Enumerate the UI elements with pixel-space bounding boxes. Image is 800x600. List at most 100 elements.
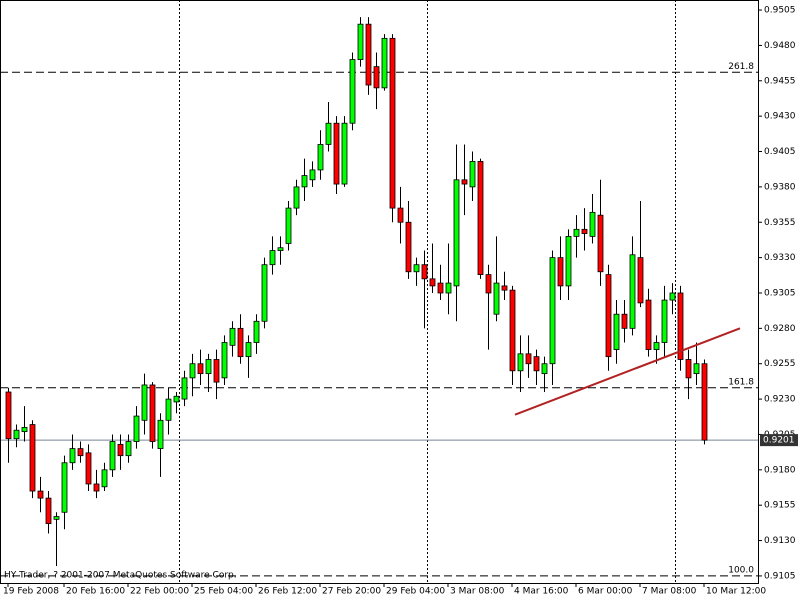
candle-body <box>437 282 444 294</box>
candle-body <box>349 59 356 124</box>
x-tick-label: 26 Feb 12:00 <box>258 587 317 597</box>
candle-body <box>309 169 316 181</box>
trendline <box>514 327 741 416</box>
candle-body <box>597 214 604 273</box>
fib-label: 261.8 <box>728 62 754 72</box>
candle-body <box>133 415 140 442</box>
x-tick-label: 3 Mar 08:00 <box>450 587 505 597</box>
candle-body <box>485 274 492 294</box>
candle-body <box>93 483 100 492</box>
candle-body <box>237 327 244 358</box>
x-tick-label: 29 Feb 04:00 <box>386 587 445 597</box>
candle-body <box>213 359 220 383</box>
y-tick-label: 0.9380 <box>764 182 796 192</box>
candle-body <box>141 384 148 421</box>
y-tick-label: 0.9130 <box>764 536 796 546</box>
candle-body <box>525 353 532 365</box>
candle-body <box>373 66 380 89</box>
last-price-label: 0.9201 <box>763 436 795 446</box>
y-tick-label: 0.9280 <box>764 324 796 334</box>
y-tick-label: 0.9155 <box>764 501 796 511</box>
plot <box>0 17 758 577</box>
candle-body <box>253 320 260 343</box>
candle-body <box>341 122 348 185</box>
y-tick-label: 0.9180 <box>764 465 796 475</box>
y-tick-label: 0.9305 <box>764 288 796 298</box>
candle-body <box>293 186 300 209</box>
candle-body <box>61 462 68 513</box>
candle-body <box>13 429 20 440</box>
footer: HY Trader, ? 2001-2007 MetaQuotes Softwa… <box>4 571 237 581</box>
y-tick-label: 0.9430 <box>764 112 796 122</box>
y-tick-label: 0.9255 <box>764 359 796 369</box>
candle-body <box>37 490 44 499</box>
x-tick-label: 22 Feb 00:00 <box>130 587 189 597</box>
candle-body <box>621 313 628 329</box>
candle-body <box>181 377 188 400</box>
candle-body <box>701 363 708 441</box>
candle-body <box>413 264 420 273</box>
y-tick-label: 0.9405 <box>764 147 796 157</box>
candle-body <box>301 175 308 188</box>
candle-body <box>693 363 700 375</box>
candle-body <box>573 228 580 237</box>
candle-body <box>197 363 204 375</box>
candle-body <box>189 363 196 379</box>
candle-body <box>77 448 84 457</box>
candle-body <box>405 221 412 273</box>
fib-label: 100.0 <box>728 565 754 575</box>
candle-body <box>445 282 452 294</box>
x-tick-label: 10 Mar 12:00 <box>706 587 766 597</box>
candle-body <box>157 419 164 450</box>
candle-body <box>469 161 476 188</box>
candle-body <box>109 441 116 471</box>
candle-body <box>365 23 372 86</box>
candle-body <box>613 313 620 350</box>
x-tick-label: 7 Mar 08:00 <box>642 587 697 597</box>
x-tick-label: 27 Feb 20:00 <box>322 587 381 597</box>
candle-body <box>493 282 500 315</box>
candle-body <box>173 395 180 403</box>
candle-body <box>333 122 340 185</box>
candle-body <box>653 342 660 350</box>
y-tick-label: 0.9480 <box>764 41 796 51</box>
y-tick-label: 0.9505 <box>764 6 796 16</box>
candle-body <box>53 516 60 520</box>
candle-body <box>517 353 524 372</box>
candle-body <box>381 37 388 89</box>
candle-body <box>629 254 636 329</box>
candle-body <box>117 443 124 457</box>
candle-body <box>645 299 652 350</box>
candle-body <box>69 448 76 464</box>
candle-body <box>317 144 324 171</box>
y-tick-label: 0.9355 <box>764 218 796 228</box>
candle-body <box>477 161 484 275</box>
candle-body <box>541 363 548 375</box>
candle-body <box>501 285 508 291</box>
candle-body <box>45 497 52 524</box>
candle-body <box>637 257 644 304</box>
candle-body <box>565 235 572 287</box>
candle-body <box>21 426 28 433</box>
candle-body <box>669 292 676 301</box>
plot-frame <box>0 0 759 584</box>
candle-body <box>461 179 468 185</box>
candle-body <box>661 299 668 343</box>
candle-body <box>453 179 460 287</box>
candle-body <box>101 469 108 488</box>
candle-body <box>285 207 292 244</box>
candle-body <box>357 23 364 60</box>
x-tick-label: 25 Feb 04:00 <box>194 587 253 597</box>
candle-body <box>205 359 212 375</box>
candle-body <box>165 398 172 421</box>
last-price-box <box>760 434 798 447</box>
candle-body <box>397 207 404 223</box>
x-tick-label: 19 Feb 2008 <box>3 587 59 597</box>
candle-body <box>229 327 236 346</box>
x-tick-label: 6 Mar 00:00 <box>578 587 633 597</box>
x-tick-label: 4 Mar 16:00 <box>514 587 569 597</box>
candle-body <box>677 292 684 360</box>
candle-body <box>277 247 284 251</box>
candle-body <box>245 342 252 358</box>
y-tick-label: 0.9330 <box>764 253 796 263</box>
